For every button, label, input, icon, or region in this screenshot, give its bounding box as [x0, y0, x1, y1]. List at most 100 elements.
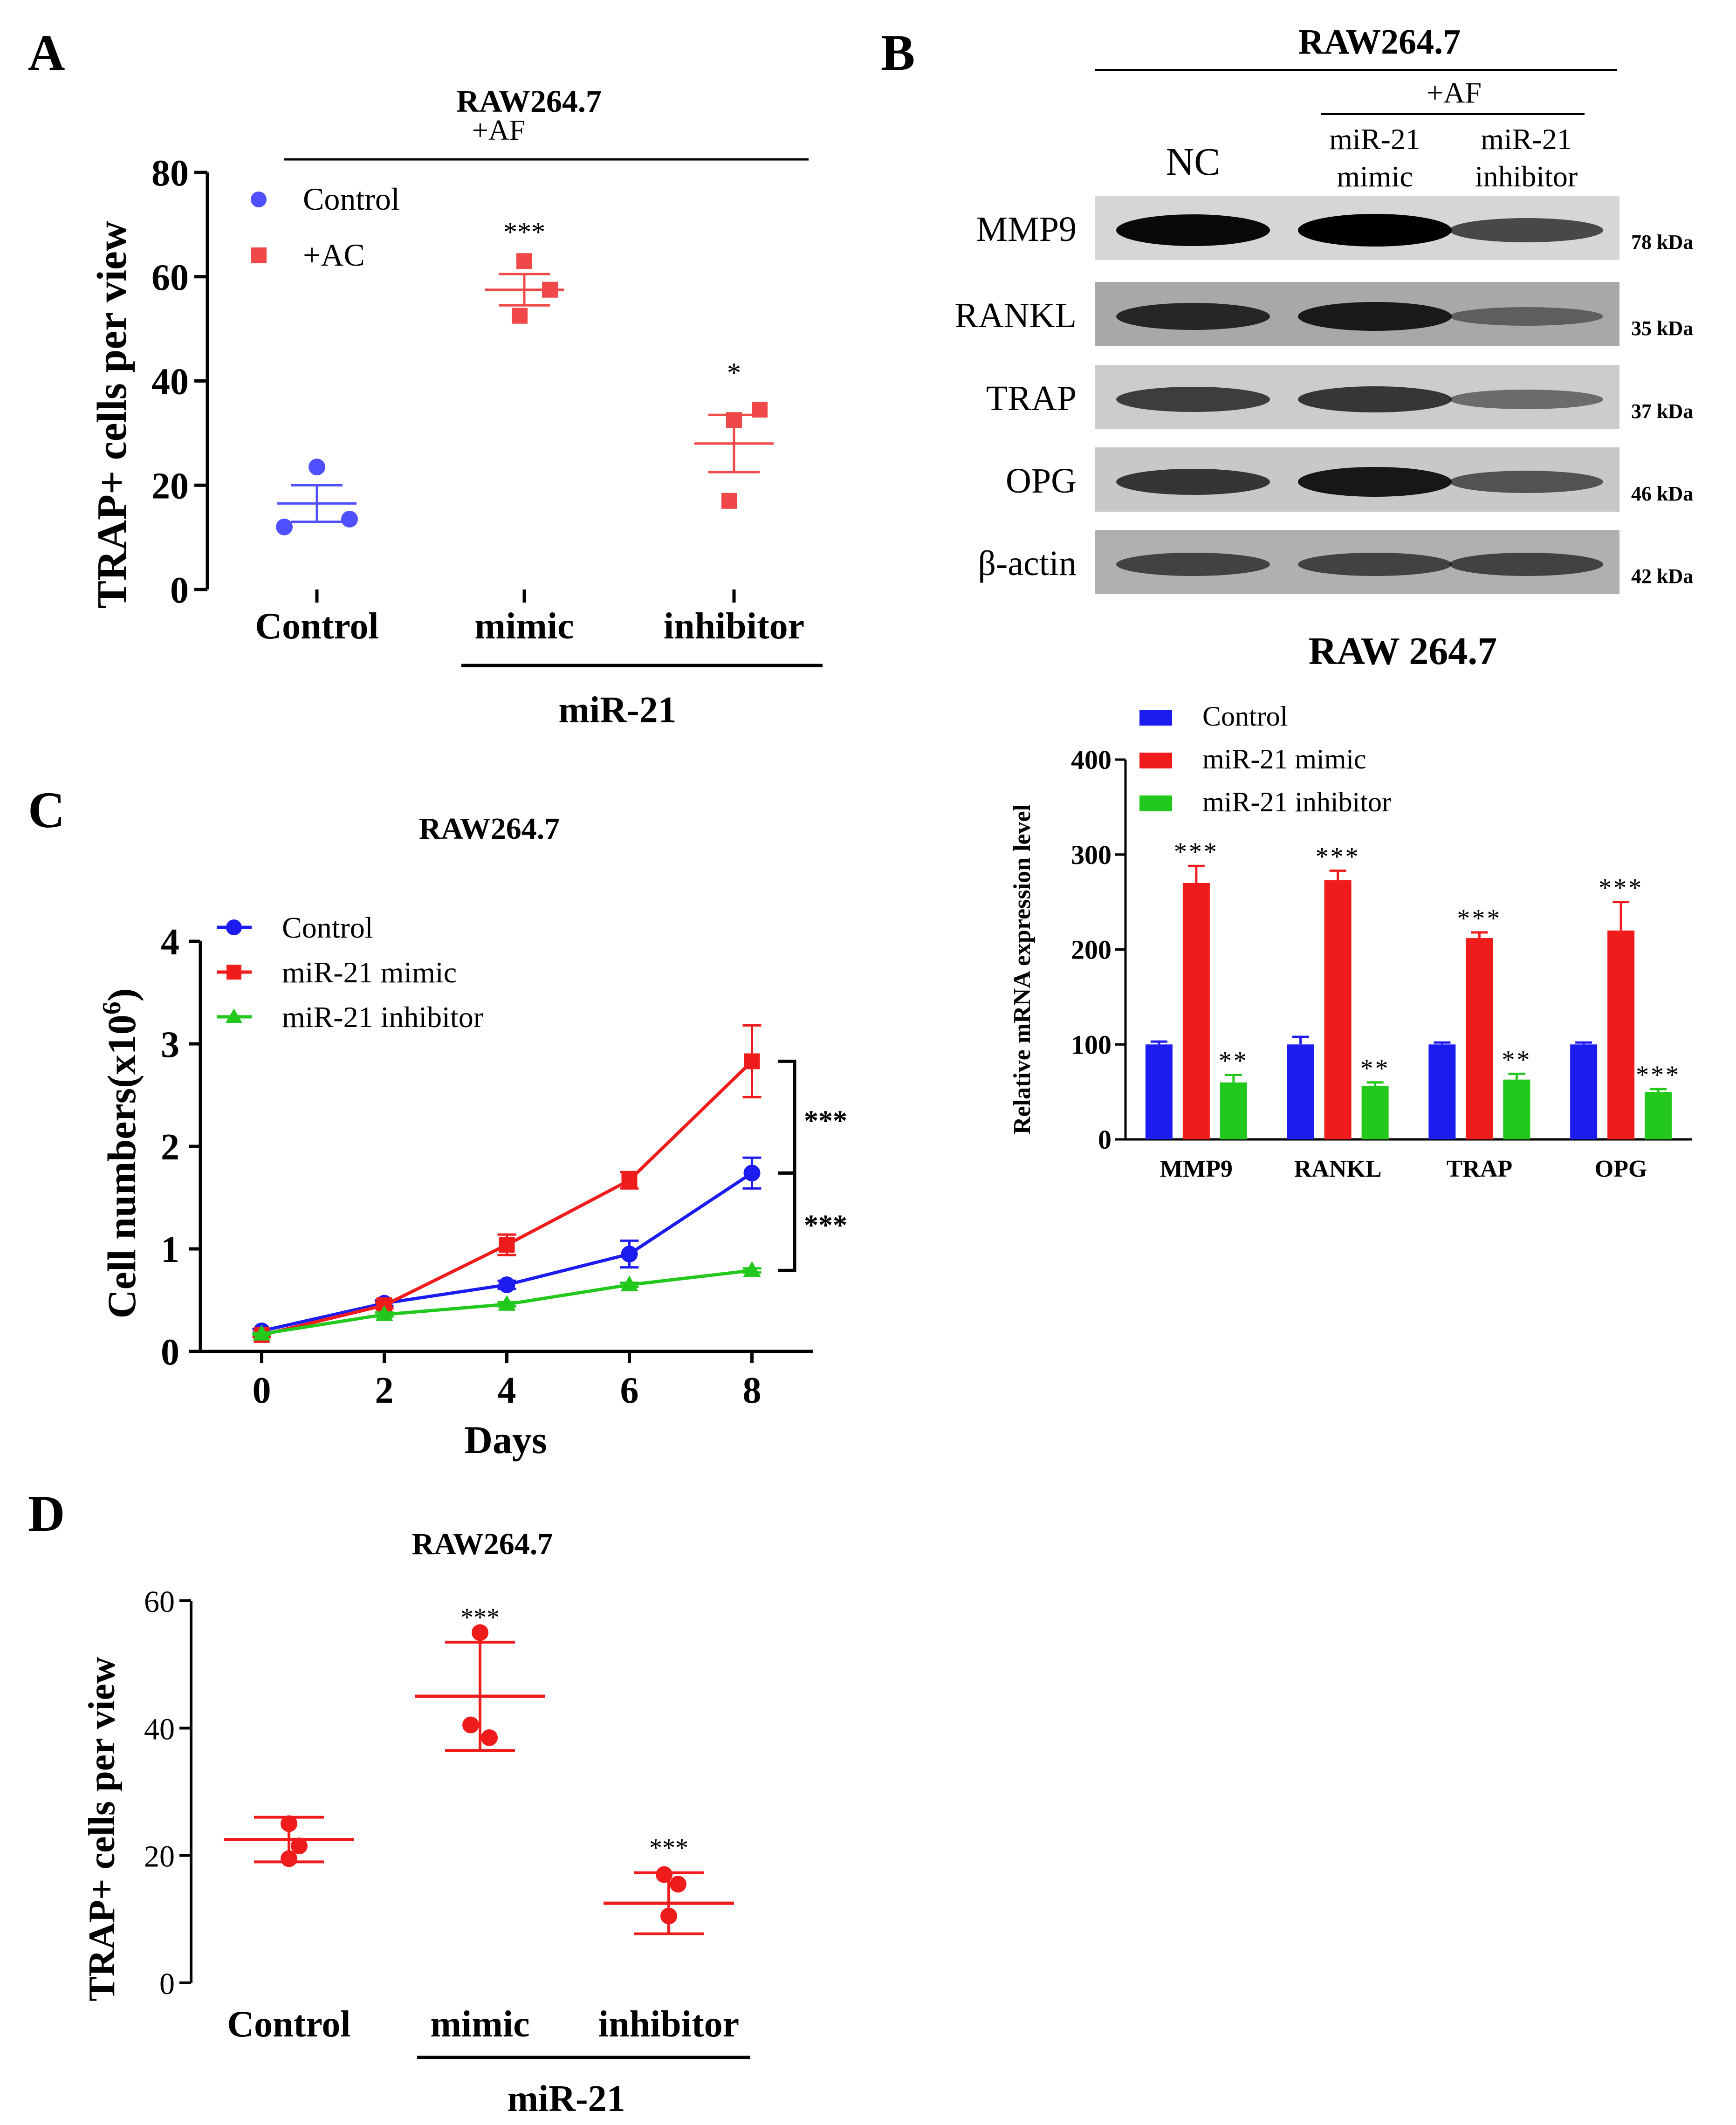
panel-d-point — [656, 1866, 672, 1883]
panel-a-legend-ac: +AC — [303, 237, 365, 273]
panel-d-point — [291, 1837, 308, 1855]
lane-inhibitor-label-2: inhibitor — [1475, 160, 1578, 193]
panel-a-treatment: +AF — [472, 115, 525, 146]
panel-a-point — [542, 281, 558, 298]
panel-d-point — [281, 1815, 297, 1832]
panel-a-point — [276, 518, 293, 535]
blot-band — [1449, 390, 1603, 409]
panel-a-chart: 0 20 40 60 80 Control mimic *** inhibitor * — [151, 153, 804, 647]
blot-protein-label: TRAP — [986, 379, 1077, 418]
panel-c-significance-label: *** — [804, 1210, 847, 1241]
panel-b-x-tick-label: RANKL — [1294, 1156, 1382, 1182]
panel-b-bar-chart: 0100200300400MMP9*****RANKL*****TRAP****… — [1071, 701, 1692, 1182]
panel-b-bar — [1287, 1044, 1314, 1139]
panel-c-point — [375, 1305, 393, 1321]
panel-b-y-tick-label: 200 — [1071, 935, 1112, 965]
panel-b-y-tick-label: 400 — [1071, 745, 1112, 775]
panel-a-y-tick-label: 80 — [151, 153, 189, 194]
blot-size-label: 42 kDa — [1631, 565, 1693, 588]
panel-c-point — [743, 1165, 761, 1182]
panel-c-y-label-sup: 6 — [97, 1001, 126, 1015]
panel-a-y-tick-label: 40 — [151, 362, 189, 403]
blot-band — [1116, 214, 1270, 246]
panel-b-legend-swatch — [1139, 795, 1172, 811]
panel-c-legend-marker — [226, 1008, 242, 1023]
panel-c-point — [620, 1275, 638, 1291]
panel-a-letter: A — [28, 24, 65, 81]
blot-band — [1449, 471, 1603, 493]
western-blots: MMP9 78 kDa RANKL 35 kDa TRAP 37 kDa OPG 46 kDa… — [954, 196, 1693, 594]
panel-a-cell-line: RAW264.7 — [456, 83, 602, 119]
panel-b-legend-label: miR-21 mimic — [1202, 744, 1366, 775]
panel-c-legend-marker — [226, 919, 242, 935]
blot-protein-label: RANKL — [954, 296, 1077, 335]
blot-size-label: 46 kDa — [1631, 482, 1693, 505]
panel-d-point — [481, 1729, 498, 1746]
panel-b-y-tick-label: 300 — [1071, 840, 1112, 870]
blot-size-label: 37 kDa — [1631, 400, 1693, 423]
panel-a-significance: * — [727, 357, 741, 388]
panel-a-x-tick-label: mimic — [474, 606, 574, 647]
panel-c-line-chart: 0 1 2 3 4 0 2 4 6 8 Control miR-21 mimic miR-21 inhi… — [161, 911, 847, 1411]
panel-c-point — [253, 1324, 271, 1341]
panel-b-x-tick-label: OPG — [1595, 1156, 1647, 1182]
panel-d-chart: 0 20 40 60 Control mimic *** inhibitor *** — [144, 1585, 739, 2045]
panel-d-y-tick-label: 60 — [144, 1585, 175, 1619]
panel-b-significance: ** — [1219, 1046, 1249, 1075]
panel-c-legend-label: Control — [282, 911, 373, 944]
panel-a-point — [341, 510, 358, 528]
panel-d-letter: D — [28, 1485, 65, 1542]
panel-c-y-label: Cell numbers(x106) — [97, 988, 144, 1319]
panel-c-y-tick-label: 1 — [161, 1229, 179, 1270]
panel-b-bar — [1324, 880, 1352, 1139]
panel-d-y-tick-label: 40 — [144, 1712, 175, 1746]
panel-c-y-label-end: ) — [99, 988, 144, 1002]
panel-d-group-label: miR-21 — [507, 2078, 625, 2119]
blot-band — [1449, 553, 1603, 576]
panel-c-x-tick-label: 8 — [743, 1370, 762, 1411]
panel-d-point — [472, 1624, 488, 1641]
panel-b-x-tick-label: TRAP — [1447, 1156, 1513, 1182]
panel-a-point — [726, 412, 742, 428]
blot-band — [1298, 467, 1452, 497]
blot-band — [1298, 214, 1452, 247]
panel-b-legend-swatch — [1139, 753, 1172, 768]
panel-d-x-tick-label: mimic — [430, 2004, 529, 2045]
panel-c-title: RAW264.7 — [419, 812, 560, 846]
panel-c-point — [621, 1172, 638, 1188]
panel-c-x-tick-label: 0 — [253, 1370, 271, 1411]
panel-a-x-tick-label: inhibitor — [664, 606, 804, 647]
blot-band — [1116, 303, 1270, 330]
lane-inhibitor-label-1: miR-21 — [1481, 123, 1572, 156]
panel-d-y-tick-label: 0 — [159, 1967, 175, 2001]
panel-c-point — [498, 1295, 516, 1311]
panel-d-point — [281, 1850, 297, 1867]
blot-band — [1449, 218, 1603, 242]
panel-a-group-label: miR-21 — [558, 690, 676, 731]
panel-a-point — [309, 459, 325, 476]
blot-size-label: 78 kDa — [1631, 231, 1693, 254]
panel-a-y-tick-label: 0 — [170, 570, 189, 611]
panel-a-y-tick-label: 60 — [151, 257, 189, 298]
panel-b-legend-swatch — [1139, 710, 1172, 726]
panel-b-y-label: Relative mRNA expression level — [1009, 804, 1036, 1134]
panel-c-letter: C — [28, 781, 65, 838]
lane-mimic-label-2: mimic — [1337, 160, 1413, 193]
panel-b-bar — [1570, 1044, 1598, 1139]
panel-d-significance: *** — [460, 1603, 500, 1632]
panel-c-point — [621, 1246, 638, 1262]
panel-d-y-label: TRAP+ cells per view — [82, 1657, 123, 2002]
blot-protein-label: MMP9 — [976, 210, 1077, 249]
panel-d-point — [670, 1876, 686, 1893]
panel-c-legend-label: miR-21 inhibitor — [282, 1001, 483, 1034]
panel-c-series-line — [261, 1060, 753, 1337]
panel-a-legend-marker-ac — [251, 247, 267, 263]
panel-a-legend-control: Control — [303, 181, 400, 217]
panel-d-x-tick-label: inhibitor — [598, 2004, 739, 2045]
panel-b-treatment: +AF — [1427, 76, 1482, 109]
panel-b-significance: *** — [1599, 874, 1643, 903]
panel-b-y-tick-label: 100 — [1071, 1029, 1112, 1060]
panel-b-bar — [1607, 930, 1635, 1139]
panel-b-bar — [1645, 1092, 1672, 1139]
